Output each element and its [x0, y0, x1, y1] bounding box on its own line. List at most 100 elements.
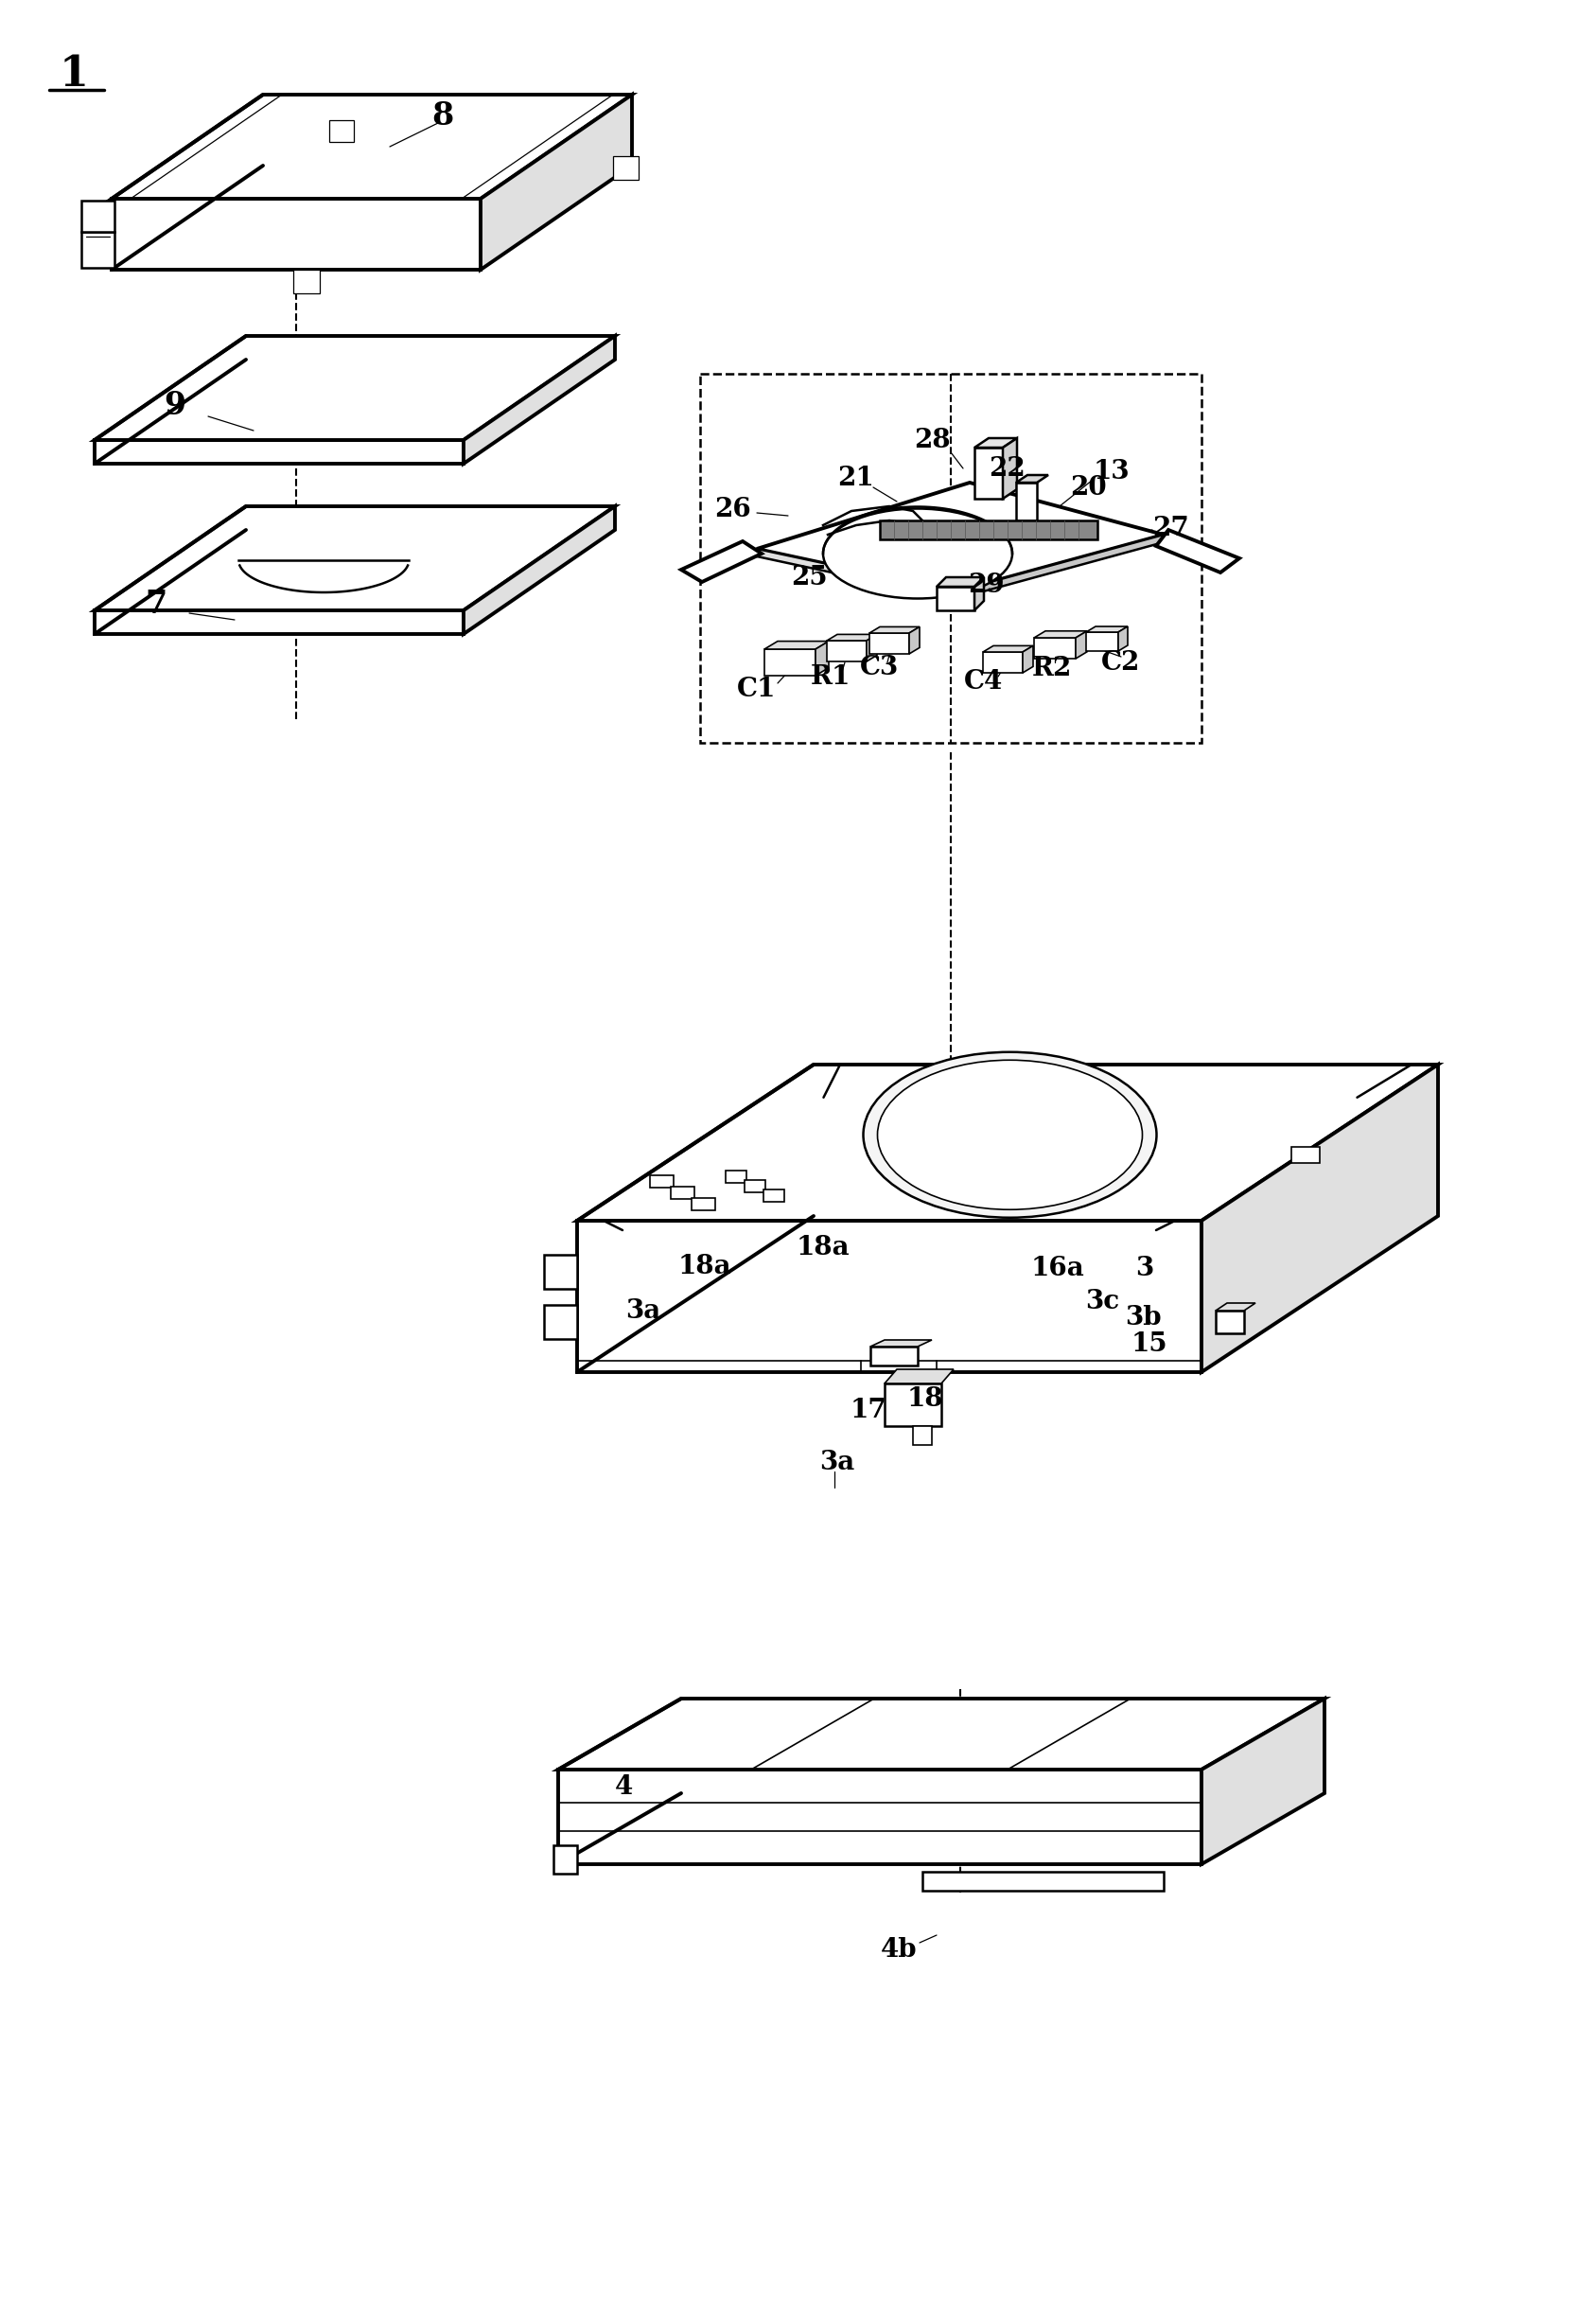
Polygon shape [975, 439, 1017, 448]
Text: 9: 9 [164, 390, 187, 420]
Polygon shape [975, 448, 1002, 499]
Polygon shape [329, 120, 354, 143]
Text: 3b: 3b [1125, 1304, 1162, 1329]
Text: 20: 20 [1069, 475, 1106, 501]
Text: 26: 26 [715, 496, 752, 522]
Polygon shape [937, 577, 983, 586]
Polygon shape [1034, 637, 1076, 658]
Polygon shape [913, 1426, 932, 1445]
Text: 25: 25 [790, 565, 827, 591]
Polygon shape [578, 1064, 1438, 1221]
Polygon shape [1076, 630, 1087, 658]
Text: 3c: 3c [1085, 1288, 1119, 1313]
Polygon shape [726, 1170, 747, 1184]
Polygon shape [681, 542, 761, 582]
Ellipse shape [824, 508, 1012, 598]
Text: R1: R1 [811, 665, 851, 690]
Polygon shape [745, 1179, 766, 1193]
Polygon shape [867, 635, 876, 662]
Polygon shape [816, 642, 828, 676]
Polygon shape [757, 549, 956, 600]
Text: 4b: 4b [881, 1936, 918, 1962]
Polygon shape [956, 535, 1163, 600]
Polygon shape [94, 337, 614, 441]
Polygon shape [112, 198, 480, 270]
Polygon shape [81, 231, 115, 268]
Polygon shape [827, 635, 876, 642]
Polygon shape [463, 337, 614, 464]
Text: 1: 1 [59, 53, 88, 95]
Polygon shape [983, 646, 1033, 651]
Polygon shape [1034, 630, 1087, 637]
Text: 18: 18 [907, 1385, 943, 1412]
Polygon shape [870, 1341, 932, 1346]
Text: 3a: 3a [626, 1297, 661, 1322]
Polygon shape [983, 651, 1023, 674]
Polygon shape [975, 577, 983, 609]
Polygon shape [294, 270, 319, 293]
Text: 7: 7 [145, 589, 168, 619]
Ellipse shape [878, 1059, 1143, 1209]
Polygon shape [922, 1872, 1163, 1890]
Polygon shape [757, 482, 1163, 591]
Polygon shape [910, 628, 919, 653]
Polygon shape [559, 1699, 1325, 1770]
Polygon shape [651, 1175, 674, 1189]
Polygon shape [1202, 1064, 1438, 1373]
Polygon shape [1216, 1311, 1243, 1334]
Polygon shape [81, 201, 115, 231]
Polygon shape [884, 1369, 954, 1382]
Polygon shape [672, 1186, 694, 1200]
Text: 29: 29 [967, 572, 1004, 598]
Polygon shape [827, 642, 867, 662]
Polygon shape [544, 1304, 578, 1339]
Polygon shape [544, 1256, 578, 1288]
Polygon shape [1119, 625, 1128, 651]
Polygon shape [1023, 646, 1033, 674]
Text: 22: 22 [990, 455, 1026, 480]
Polygon shape [870, 632, 910, 653]
Polygon shape [1216, 1304, 1256, 1311]
Polygon shape [693, 1198, 715, 1212]
Text: R2: R2 [1033, 655, 1073, 681]
Text: 3: 3 [1136, 1256, 1154, 1281]
Polygon shape [1156, 531, 1240, 572]
Polygon shape [937, 586, 975, 609]
Text: 15: 15 [1132, 1332, 1168, 1357]
Text: 18a: 18a [796, 1235, 849, 1260]
Polygon shape [94, 609, 463, 635]
Polygon shape [1085, 632, 1119, 651]
Text: 13: 13 [1093, 459, 1130, 485]
Text: C1: C1 [737, 676, 776, 702]
Text: 27: 27 [1152, 515, 1189, 540]
Polygon shape [94, 505, 614, 609]
Polygon shape [870, 628, 919, 632]
Polygon shape [1017, 475, 1049, 482]
Text: C4: C4 [964, 669, 1004, 695]
Text: 28: 28 [913, 427, 950, 452]
Polygon shape [1017, 482, 1037, 522]
Polygon shape [112, 95, 632, 198]
Text: 18a: 18a [678, 1253, 731, 1279]
Text: 3a: 3a [820, 1449, 855, 1475]
Bar [701, 374, 1202, 743]
Text: 21: 21 [838, 466, 875, 492]
Text: C3: C3 [860, 655, 900, 681]
Polygon shape [554, 1846, 578, 1874]
Polygon shape [764, 642, 828, 649]
Polygon shape [1085, 625, 1128, 632]
Text: 16a: 16a [1031, 1256, 1085, 1281]
Polygon shape [578, 1221, 1202, 1373]
Polygon shape [1202, 1699, 1325, 1865]
Polygon shape [1291, 1147, 1320, 1163]
Text: 17: 17 [851, 1396, 887, 1422]
Polygon shape [94, 441, 463, 464]
Polygon shape [613, 157, 638, 180]
Polygon shape [884, 1382, 942, 1426]
Polygon shape [870, 1346, 918, 1366]
Polygon shape [764, 1189, 785, 1202]
Text: C2: C2 [1101, 649, 1141, 676]
Text: 8: 8 [433, 99, 453, 132]
Polygon shape [463, 505, 614, 635]
Text: 4: 4 [616, 1775, 634, 1800]
